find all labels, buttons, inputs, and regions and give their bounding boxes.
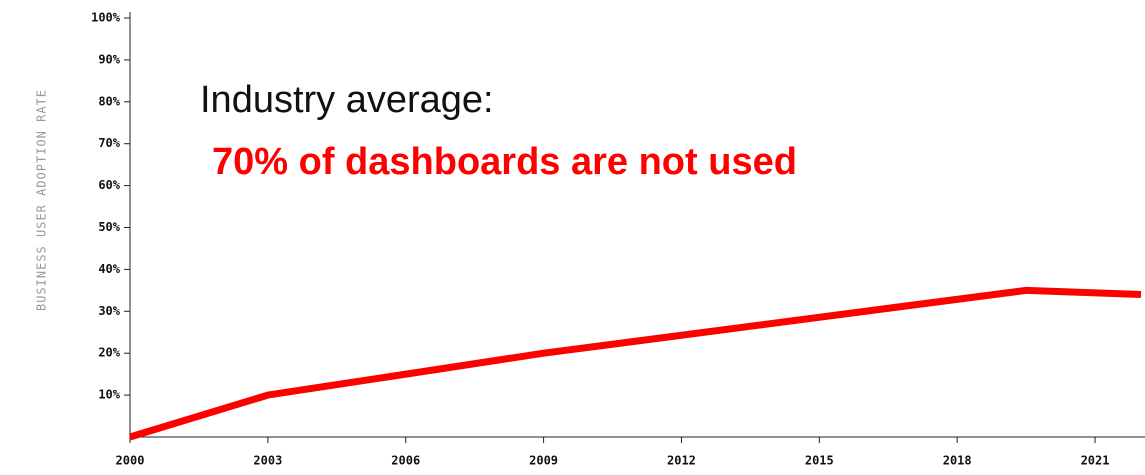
y-tick-label: 70% [98, 136, 120, 150]
x-tick-label: 2000 [116, 454, 145, 468]
y-tick-label: 90% [98, 52, 120, 66]
x-tick-label: 2021 [1081, 454, 1110, 468]
y-tick-label: 10% [98, 388, 120, 402]
x-tick-label: 2003 [253, 454, 282, 468]
y-tick-label: 40% [98, 262, 120, 276]
y-tick-label: 100% [91, 11, 121, 25]
annotation: Industry average: [200, 79, 494, 121]
x-tick-label: 2009 [529, 454, 558, 468]
y-tick-label: 30% [98, 304, 120, 318]
y-tick-label: 60% [98, 178, 120, 192]
y-tick-label: 80% [98, 94, 120, 108]
x-tick-label: 2012 [667, 454, 696, 468]
y-tick-label: 50% [98, 220, 120, 234]
y-axis-label: BUSINESS USER ADOPTION RATE [35, 89, 49, 311]
x-tick-label: 2018 [943, 454, 972, 468]
data-line [128, 286, 1142, 441]
x-tick-label: 2006 [391, 454, 420, 468]
x-tick-label: 2015 [805, 454, 834, 468]
annotation-highlight: 70% of dashboards are not used [212, 141, 797, 183]
y-tick-label: 20% [98, 346, 120, 360]
